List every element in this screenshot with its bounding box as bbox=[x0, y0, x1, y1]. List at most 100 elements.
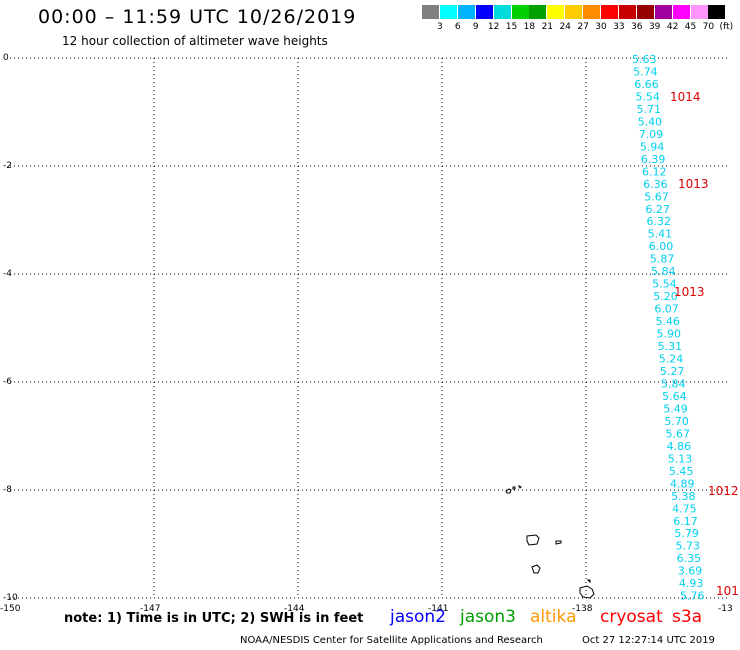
latitude-label: 0 bbox=[3, 53, 9, 63]
scale-swatch bbox=[690, 5, 708, 19]
island-outline bbox=[526, 534, 540, 546]
scale-swatch bbox=[439, 5, 457, 19]
latitude-label: -10 bbox=[3, 593, 18, 603]
wave-height-value: 5.71 bbox=[636, 103, 661, 116]
scale-swatch bbox=[529, 5, 547, 19]
timestamp-text: Oct 27 12:27:14 UTC 2019 bbox=[582, 635, 715, 646]
wave-height-value: 5.84 bbox=[661, 377, 686, 390]
scale-swatch bbox=[654, 5, 672, 19]
wave-height-value: 5.46 bbox=[655, 315, 680, 328]
wave-height-value: 5.20 bbox=[653, 290, 678, 303]
scale-tick-label: 24 bbox=[559, 22, 571, 32]
satellite-legend-s3a: s3a bbox=[672, 607, 703, 627]
wave-height-value: 5.94 bbox=[640, 140, 665, 153]
scale-tick-label: 15 bbox=[505, 22, 518, 32]
satellite-legend-altika: altika bbox=[530, 607, 577, 627]
wave-height-value: 3.69 bbox=[678, 565, 703, 578]
pressure-label: 1012 bbox=[708, 484, 739, 498]
wave-height-value: 5.73 bbox=[676, 540, 701, 553]
note-text: note: 1) Time is in UTC; 2) SWH is in fe… bbox=[64, 611, 364, 626]
wave-height-value: 6.12 bbox=[642, 165, 667, 178]
wave-height-value: 5.41 bbox=[648, 228, 673, 241]
wave-height-value: 4.93 bbox=[679, 577, 704, 590]
scale-tick-label: 3 bbox=[437, 22, 443, 32]
island-outline bbox=[531, 564, 541, 574]
wave-height-value: 5.87 bbox=[650, 253, 675, 266]
satellite-legend-jason2: jason2 bbox=[390, 607, 446, 627]
latitude-labels: 0 -2 -4 -6 -8 -10 bbox=[3, 53, 18, 603]
wave-height-value: 5.24 bbox=[659, 353, 684, 366]
longitude-label: -13 bbox=[718, 604, 733, 614]
wave-height-value: 5.40 bbox=[638, 115, 663, 128]
wave-height-value: 6.00 bbox=[649, 240, 674, 253]
credit-text: NOAA/NESDIS Center for Satellite Applica… bbox=[240, 635, 543, 646]
scale-swatch bbox=[422, 5, 439, 19]
latitude-label: -2 bbox=[3, 161, 12, 171]
scale-swatch bbox=[547, 5, 565, 19]
satellite-legend-jason3: jason3 bbox=[460, 607, 516, 627]
pressure-label: 1014 bbox=[670, 90, 701, 104]
island-outline bbox=[586, 579, 591, 584]
scale-unit-label: (ft) bbox=[719, 22, 734, 32]
wave-height-track: 5.635.746.665.545.715.407.095.946.396.12… bbox=[632, 53, 705, 603]
scale-tick-label: 36 bbox=[631, 22, 643, 32]
scale-tick-label: 45 bbox=[684, 22, 697, 32]
wave-height-value: 7.09 bbox=[639, 128, 664, 141]
island-outline bbox=[555, 540, 562, 545]
longitude-label: -147 bbox=[140, 604, 160, 614]
scale-swatch bbox=[475, 5, 493, 19]
map-title: 00:00 – 11:59 UTC 10/26/2019 bbox=[38, 6, 357, 28]
island-outline bbox=[579, 585, 595, 599]
wave-height-value: 5.54 bbox=[635, 90, 660, 103]
wave-height-value: 5.63 bbox=[632, 53, 657, 66]
pressure-label: 1013 bbox=[674, 285, 705, 299]
wave-height-value: 6.39 bbox=[641, 153, 666, 166]
longitude-label: -138 bbox=[572, 604, 593, 614]
scale-tick-label: 33 bbox=[613, 22, 625, 32]
scale-swatch bbox=[601, 5, 618, 19]
wave-height-value: 6.07 bbox=[654, 303, 679, 316]
scale-tick-label: 70 bbox=[702, 22, 715, 32]
longitude-label: -150 bbox=[0, 604, 21, 614]
wave-height-value: 5.31 bbox=[658, 340, 683, 353]
latitude-label: -4 bbox=[3, 269, 12, 279]
wave-height-value: 4.75 bbox=[672, 502, 697, 515]
island-outline bbox=[505, 488, 512, 494]
longitude-labels: -150 -147 -144 -141 -138 -13 bbox=[0, 604, 733, 614]
satellite-legend-cryosat: cryosat bbox=[600, 607, 663, 627]
scale-swatch bbox=[565, 5, 583, 19]
pressure-labels: 1014 1013 1013 1012 101 bbox=[670, 90, 739, 598]
island-outline bbox=[512, 486, 516, 490]
scale-swatch bbox=[672, 5, 690, 19]
scale-tick-label: 27 bbox=[577, 22, 589, 32]
pressure-label: 101 bbox=[716, 584, 739, 598]
wave-height-value: 6.35 bbox=[677, 552, 702, 565]
scale-tick-label: 42 bbox=[666, 22, 679, 32]
scale-swatch bbox=[708, 5, 726, 19]
wave-height-value: 5.79 bbox=[674, 527, 699, 540]
wave-height-value: 4.89 bbox=[670, 477, 695, 490]
wave-height-value: 5.67 bbox=[665, 427, 690, 440]
latitude-label: -8 bbox=[3, 485, 12, 495]
scale-swatch bbox=[618, 5, 636, 19]
wave-height-value: 5.70 bbox=[664, 415, 689, 428]
island-outline bbox=[517, 484, 522, 489]
scale-tick-label: 9 bbox=[472, 22, 479, 32]
wave-height-value: 5.84 bbox=[651, 265, 676, 278]
wave-height-value: 5.27 bbox=[660, 365, 685, 378]
wave-height-value: 6.36 bbox=[643, 178, 668, 191]
latitude-label: -6 bbox=[3, 377, 12, 387]
wave-height-value: 5.38 bbox=[671, 490, 696, 503]
longitude-label: -144 bbox=[284, 604, 305, 614]
island-outlines bbox=[505, 484, 595, 599]
wave-height-value: 5.49 bbox=[663, 402, 688, 415]
wave-height-value: 5.45 bbox=[669, 465, 694, 478]
wave-height-value: 5.67 bbox=[644, 190, 669, 203]
scale-swatch bbox=[511, 5, 529, 19]
longitude-label: -141 bbox=[428, 604, 448, 614]
wave-height-value: 5.64 bbox=[662, 390, 687, 403]
wave-height-value: 5.76 bbox=[680, 590, 705, 603]
wave-height-value: 5.54 bbox=[652, 278, 677, 291]
scale-tick-label: 6 bbox=[454, 22, 461, 32]
